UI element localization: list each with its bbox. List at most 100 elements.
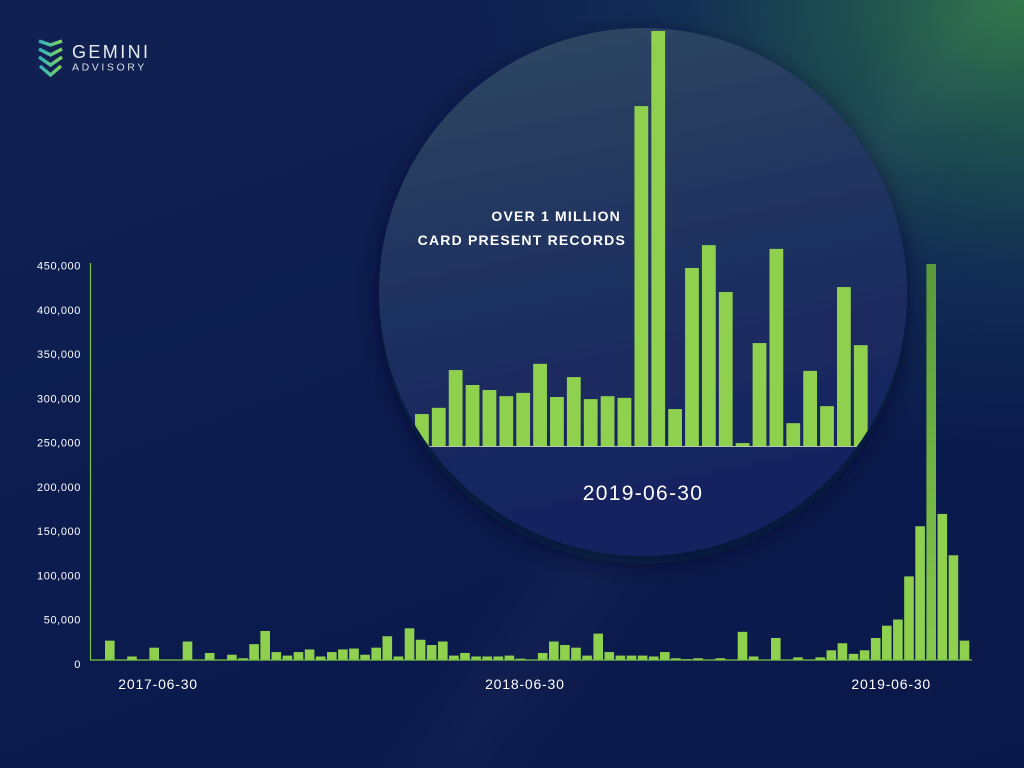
inset-bar — [786, 423, 801, 446]
main-bar — [482, 656, 492, 660]
main-bar — [693, 658, 703, 660]
y-tick-label: 250,000 — [37, 438, 81, 450]
main-bar — [904, 576, 914, 660]
main-bar — [382, 636, 393, 660]
x-tick-label: 2017-06-30 — [118, 676, 198, 692]
inset-bar — [566, 377, 581, 446]
main-bar — [549, 641, 559, 660]
main-bar — [293, 652, 304, 660]
main-bar — [105, 640, 115, 660]
inset-bar — [499, 396, 514, 446]
x-tick-label: 2018-06-30 — [485, 676, 565, 692]
main-bar — [637, 655, 648, 660]
inset-bar — [533, 363, 547, 446]
main-bar — [515, 658, 526, 660]
inset-bar — [448, 370, 463, 446]
main-bar — [537, 652, 548, 660]
inset-bar — [701, 245, 716, 446]
inset-bar — [651, 31, 666, 446]
main-bar — [826, 650, 837, 660]
y-tick-label: 100,000 — [37, 570, 81, 582]
main-bar — [149, 647, 159, 660]
main-bar — [837, 643, 848, 660]
main-bar — [282, 655, 293, 660]
brand-name: GEMINI — [72, 42, 150, 62]
y-tick-label: 150,000 — [37, 526, 81, 538]
main-bar — [260, 630, 270, 660]
y-tick-label: 400,000 — [37, 305, 81, 317]
inset-bar — [465, 385, 480, 446]
main-bar — [626, 655, 637, 660]
main-chart: 0 50,000 100,000 150,000 200,000 250,000 300,0… — [37, 261, 972, 692]
main-bar — [204, 652, 215, 660]
zoom-inset: OVER 1 MILLION CARD PRESENT RECORDS 2019… — [379, 28, 907, 556]
main-bar — [571, 647, 581, 660]
inset-bar — [735, 443, 750, 446]
main-bar — [793, 657, 803, 660]
main-bar — [426, 645, 437, 660]
y-axis-tick-labels: 0 50,000 100,000 150,000 200,000 250,000 300,0… — [37, 261, 81, 672]
y-tick-label: 300,000 — [37, 393, 81, 405]
inset-annotation-line-2: CARD PRESENT RECORDS — [418, 232, 626, 248]
main-bar — [415, 639, 426, 660]
main-bar — [327, 652, 337, 660]
main-bar — [604, 652, 615, 660]
main-bar — [449, 655, 459, 660]
y-tick-label: 450,000 — [37, 261, 81, 273]
main-bar — [560, 645, 570, 660]
main-bar — [182, 641, 193, 660]
main-bar — [737, 631, 748, 660]
main-bar-peak — [926, 264, 936, 660]
main-bar — [748, 656, 759, 660]
main-bar — [271, 652, 282, 660]
main-bar — [460, 652, 470, 660]
inset-bar — [550, 397, 564, 446]
main-bar — [870, 638, 881, 660]
main-bar — [404, 628, 415, 660]
main-bar — [815, 657, 825, 660]
inset-bar — [820, 406, 834, 446]
main-bar — [648, 656, 659, 660]
logo: GEMINI ADVISORY — [38, 39, 150, 78]
main-bar — [315, 656, 326, 660]
inset-bar — [769, 248, 784, 447]
main-bar — [471, 656, 481, 660]
main-bars — [105, 264, 970, 660]
main-bar — [859, 650, 870, 660]
inset-bar — [853, 345, 868, 446]
x-tick-label: 2019-06-30 — [851, 676, 931, 692]
inset-bar — [837, 287, 851, 446]
main-bar — [893, 619, 903, 660]
main-bar — [660, 652, 670, 660]
main-bar — [493, 656, 504, 660]
main-bar — [915, 526, 925, 660]
inset-bar — [482, 389, 497, 446]
inset-bar — [634, 106, 649, 447]
main-bar — [504, 655, 515, 660]
main-bar — [393, 656, 404, 660]
main-bar — [371, 647, 381, 660]
x-axis-tick-labels: 2017-06-30 2018-06-30 2019-06-30 — [118, 676, 931, 692]
inset-bar — [600, 396, 615, 446]
main-bar — [582, 655, 592, 660]
main-bar — [338, 649, 348, 660]
inset-bar — [718, 292, 733, 446]
main-bar — [238, 658, 248, 660]
main-bar — [593, 633, 603, 660]
main-bar — [227, 654, 237, 660]
inset-bar — [617, 397, 632, 446]
main-bar — [937, 513, 948, 660]
main-bar — [771, 638, 781, 660]
main-bar — [304, 649, 315, 660]
main-bar — [360, 654, 370, 660]
main-bar — [848, 653, 859, 660]
y-tick-label: 350,000 — [37, 349, 81, 361]
inset-bar — [752, 343, 767, 446]
inset-bar — [583, 399, 598, 446]
brand-subtitle: ADVISORY — [72, 62, 147, 74]
inset-bar — [803, 370, 818, 446]
inset-date-label: 2019-06-30 — [583, 482, 703, 505]
y-tick-label: 50,000 — [44, 615, 81, 627]
y-tick-label: 200,000 — [37, 482, 81, 494]
